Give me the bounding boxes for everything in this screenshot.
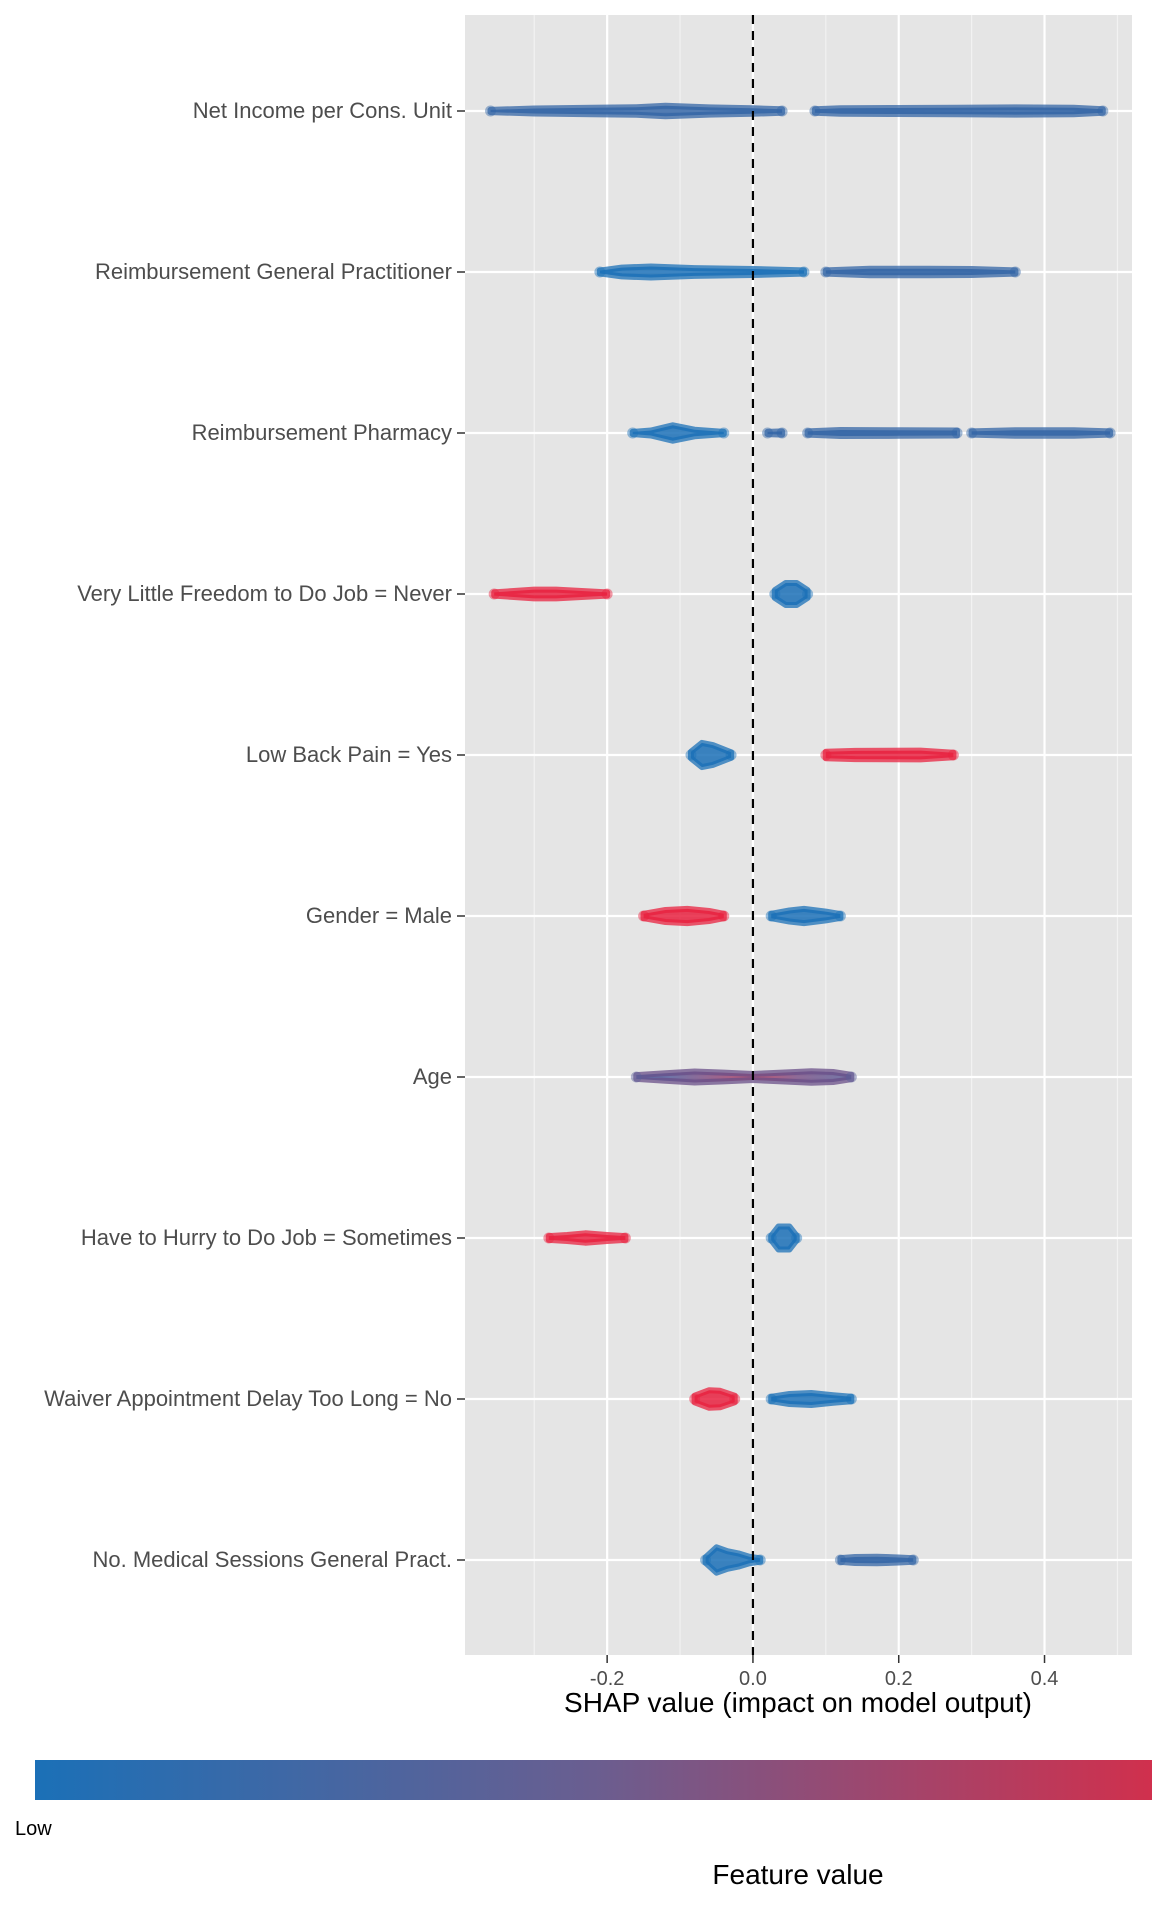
feature-beeswarm — [627, 422, 1116, 444]
colorbar — [35, 1760, 1152, 1800]
y-tick-label: Net Income per Cons. Unit — [193, 98, 452, 123]
shap-point — [630, 1071, 642, 1083]
beeswarm-segment — [822, 747, 957, 763]
feature-beeswarm — [638, 905, 846, 927]
feature-beeswarm — [594, 263, 1021, 281]
y-axis: Net Income per Cons. Unit Reimbursement G… — [44, 98, 465, 1572]
shap-point — [543, 1232, 555, 1244]
shap-point — [762, 427, 774, 439]
shap-point — [619, 1232, 631, 1244]
beeswarm-segment — [629, 422, 727, 444]
shap-point — [834, 1554, 846, 1566]
x-axis: -0.2 0.0 0.2 0.4 — [590, 1655, 1059, 1690]
shap-point — [966, 427, 978, 439]
shap-point — [820, 266, 832, 278]
shap-point — [809, 105, 821, 117]
shap-point — [729, 1393, 741, 1405]
beeswarm-segment — [688, 739, 735, 771]
y-tick-label: Age — [413, 1064, 452, 1089]
data-marks — [485, 102, 1116, 1576]
y-tick-label: Have to Hurry to Do Job = Sometimes — [81, 1225, 452, 1250]
y-tick-label: Very Little Freedom to Do Job = Never — [77, 581, 452, 606]
y-tick-label: No. Medical Sessions General Pract. — [93, 1547, 453, 1572]
shap-point — [802, 588, 814, 600]
beeswarm-segment — [768, 1390, 855, 1408]
feature-beeswarm — [485, 102, 1109, 120]
y-tick-label: Low Back Pain = Yes — [246, 742, 452, 767]
shap-point — [594, 266, 606, 278]
y-tick-label: Reimbursement Pharmacy — [192, 420, 452, 445]
shap-point — [845, 1071, 857, 1083]
shap-point — [754, 1554, 766, 1566]
beeswarm-segment — [968, 427, 1114, 439]
beeswarm-segment — [822, 265, 1019, 279]
colorbar-title: Feature value — [712, 1859, 883, 1890]
beeswarm-segment — [768, 905, 844, 927]
shap-point — [689, 1393, 701, 1405]
shap-point — [947, 749, 959, 761]
feature-beeswarm — [543, 1223, 803, 1253]
shap-point — [638, 910, 650, 922]
beeswarm-segment — [596, 263, 807, 281]
shap-point — [834, 910, 846, 922]
x-tick-label: 0.2 — [885, 1668, 913, 1690]
feature-beeswarm — [689, 1387, 857, 1411]
beeswarm-segment — [545, 1230, 629, 1246]
shap-point — [776, 105, 788, 117]
grid-minor — [533, 15, 1119, 1655]
x-axis-title: SHAP value (impact on model output) — [564, 1687, 1032, 1718]
shap-point — [951, 427, 963, 439]
beeswarm-segment — [768, 1223, 800, 1253]
shap-point — [845, 1393, 857, 1405]
y-tick-label: Gender = Male — [306, 903, 452, 928]
shap-point — [718, 910, 730, 922]
y-tick-label: Reimbursement General Practitioner — [95, 259, 452, 284]
x-tick-label: 0.0 — [739, 1668, 767, 1690]
shap-point — [485, 105, 497, 117]
shap-point — [765, 910, 777, 922]
shap-point — [1097, 105, 1109, 117]
shap-point — [791, 1232, 803, 1244]
shap-point — [700, 1554, 712, 1566]
shap-point — [601, 588, 613, 600]
shap-point — [1009, 266, 1021, 278]
beeswarm-segment — [491, 586, 611, 602]
shap-point — [907, 1554, 919, 1566]
shap-point — [769, 588, 781, 600]
beeswarm-segment — [487, 102, 786, 120]
beeswarm-segment — [837, 1553, 917, 1567]
shap-point — [488, 588, 500, 600]
x-tick-label: -0.2 — [590, 1668, 624, 1690]
shap-point — [1104, 427, 1116, 439]
beeswarm-segment — [804, 427, 960, 439]
feature-beeswarm — [630, 1068, 857, 1086]
x-tick-label: 0.4 — [1031, 1668, 1059, 1690]
shap-point — [718, 427, 730, 439]
shap-point — [820, 749, 832, 761]
shap-point — [798, 266, 810, 278]
beeswarm-segment — [811, 104, 1106, 118]
beeswarm-segment — [640, 905, 727, 927]
shap-point — [765, 1393, 777, 1405]
shap-point — [776, 427, 788, 439]
plot-panel — [465, 15, 1132, 1655]
shap-point — [685, 749, 697, 761]
feature-beeswarm — [700, 1544, 919, 1576]
shap-point — [765, 1232, 777, 1244]
beeswarm-segment — [633, 1068, 855, 1086]
shap-point — [725, 749, 737, 761]
feature-beeswarm — [488, 580, 814, 608]
shap-point — [802, 427, 814, 439]
colorbar-low-label: Low — [15, 1818, 52, 1840]
beeswarm-segment — [764, 428, 786, 438]
shap-point — [627, 427, 639, 439]
y-tick-label: Waiver Appointment Delay Too Long = No — [44, 1386, 452, 1411]
beeswarm-segment — [691, 1387, 738, 1411]
beeswarm-segment — [771, 580, 811, 608]
beeswarm-segment — [702, 1544, 764, 1576]
feature-beeswarm — [685, 739, 959, 771]
